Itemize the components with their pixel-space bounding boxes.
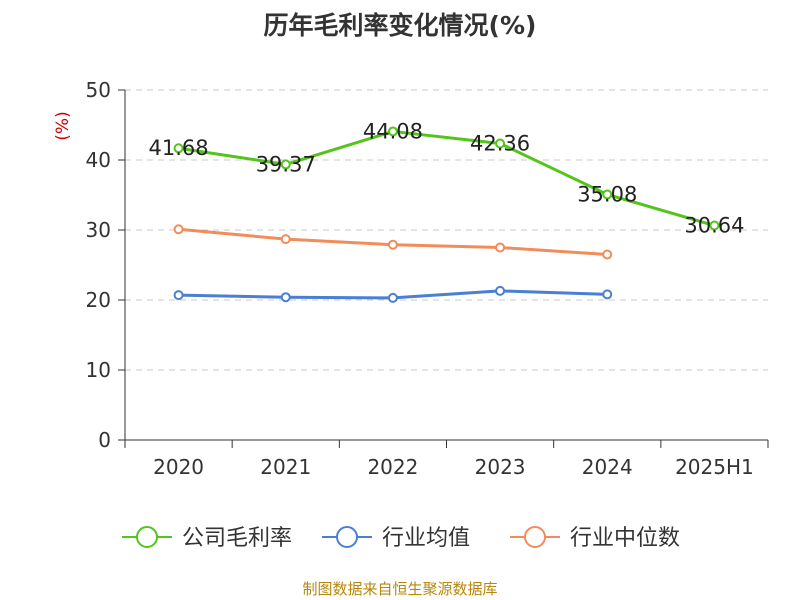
data-label-2021: 39.37 bbox=[256, 152, 316, 176]
y-tick-label-0: 0 bbox=[98, 428, 111, 452]
series-line-0 bbox=[178, 129, 715, 227]
series-1-point-2024 bbox=[602, 289, 613, 300]
y-axis-unit-label: (%) bbox=[53, 111, 73, 140]
data-label-2025H1: 30.64 bbox=[684, 214, 744, 238]
series-2-point-2022 bbox=[387, 239, 398, 250]
legend-marker-0 bbox=[136, 526, 158, 548]
series-0-point-2025H1 bbox=[709, 220, 720, 231]
y-tick-label-40: 40 bbox=[86, 148, 111, 172]
series-1-point-2020 bbox=[173, 290, 184, 301]
series-2-point-2021 bbox=[280, 234, 291, 245]
data-label-2020: 41.68 bbox=[149, 136, 209, 160]
data-label-2024: 35.08 bbox=[577, 182, 637, 206]
series-0-point-2022 bbox=[387, 126, 398, 137]
y-tick-label-20: 20 bbox=[86, 288, 111, 312]
x-tick-label-2021: 2021 bbox=[260, 455, 311, 479]
series-1-point-2023 bbox=[495, 285, 506, 296]
x-tick-label-2020: 2020 bbox=[153, 455, 204, 479]
x-tick-label-2025H1: 2025H1 bbox=[675, 455, 754, 479]
y-tick-label-30: 30 bbox=[86, 218, 111, 242]
series-1-point-2021 bbox=[280, 292, 291, 303]
series-2-point-2024 bbox=[602, 249, 613, 260]
series-0-point-2023 bbox=[495, 138, 506, 149]
legend-label-2: 行业中位数 bbox=[570, 526, 680, 551]
series-0-point-2020 bbox=[173, 143, 184, 154]
legend-label-0: 公司毛利率 bbox=[182, 526, 292, 551]
y-tick-label-50: 50 bbox=[86, 78, 111, 102]
series-0-point-2021 bbox=[280, 159, 291, 170]
data-label-2023: 42.36 bbox=[470, 131, 530, 155]
series-2-point-2020 bbox=[173, 224, 184, 235]
y-tick-label-10: 10 bbox=[86, 358, 111, 382]
x-tick-label-2023: 2023 bbox=[475, 455, 526, 479]
series-1-point-2022 bbox=[387, 292, 398, 303]
x-tick-label-2022: 2022 bbox=[367, 455, 418, 479]
legend-label-1: 行业均值 bbox=[382, 526, 470, 551]
series-2-point-2023 bbox=[495, 242, 506, 253]
chart-title: 历年毛利率变化情况(%) bbox=[263, 11, 537, 40]
data-source-note: 制图数据来自恒生聚源数据库 bbox=[302, 580, 498, 598]
data-label-2022: 44.08 bbox=[363, 119, 423, 143]
legend-marker-1 bbox=[336, 526, 358, 548]
series-0-point-2024 bbox=[602, 189, 613, 200]
x-tick-label-2024: 2024 bbox=[582, 455, 633, 479]
legend-marker-2 bbox=[524, 526, 546, 548]
